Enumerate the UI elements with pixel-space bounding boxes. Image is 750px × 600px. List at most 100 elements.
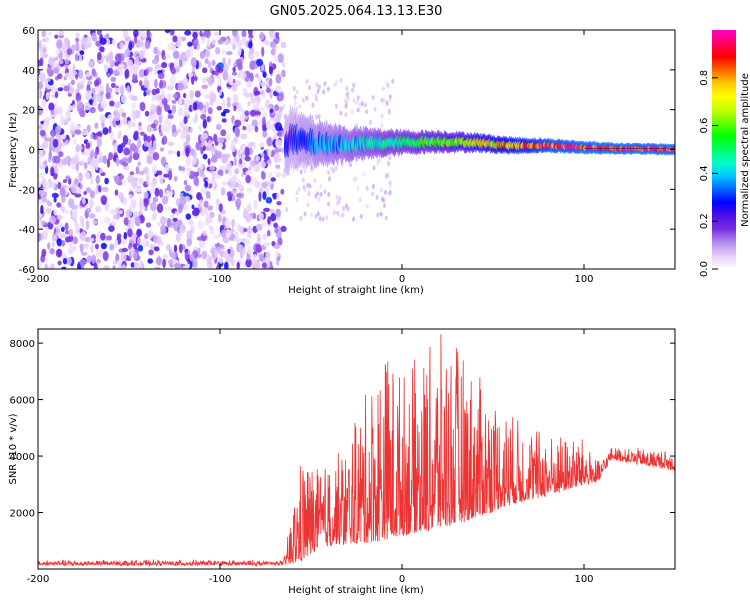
noise-blob	[85, 220, 90, 231]
noise-blob	[127, 175, 134, 184]
noise-blob	[244, 146, 250, 157]
noise-blob	[355, 99, 359, 105]
noise-blob	[275, 122, 282, 132]
noise-blob	[128, 42, 133, 51]
noise-blob	[163, 55, 166, 61]
noise-blob	[275, 85, 282, 93]
noise-blob	[238, 244, 244, 252]
noise-blob	[262, 130, 268, 138]
noise-blob	[339, 77, 343, 83]
noise-blob	[46, 85, 53, 90]
noise-blob	[199, 30, 203, 37]
noise-blob	[313, 178, 317, 184]
noise-blob	[103, 265, 110, 269]
noise-blob	[186, 237, 192, 247]
noise-blob	[84, 90, 92, 101]
noise-blob	[258, 107, 265, 112]
noise-blob	[268, 171, 273, 180]
noise-blob	[91, 254, 97, 264]
y-tick-label: 6000	[10, 396, 35, 407]
noise-blob	[89, 190, 95, 199]
noise-blob	[217, 66, 224, 74]
noise-blob	[137, 139, 142, 149]
noise-blob	[156, 170, 163, 176]
noise-blob	[109, 100, 115, 107]
noise-blob	[152, 234, 159, 244]
noise-blob	[78, 54, 83, 63]
x-tick-label: -100	[209, 274, 232, 285]
noise-blob	[274, 131, 278, 139]
noise-blob	[274, 243, 280, 250]
noise-blob	[226, 101, 231, 108]
y-tick-label: 8000	[10, 339, 35, 350]
noise-blob	[60, 194, 66, 203]
noise-blob	[172, 50, 180, 60]
noise-blob	[218, 213, 222, 223]
noise-blob	[154, 78, 158, 89]
noise-blob	[198, 123, 203, 131]
noise-blob	[54, 34, 59, 39]
noise-blob	[58, 151, 64, 158]
noise-blob	[269, 108, 274, 114]
noise-blob	[231, 82, 238, 92]
noise-blob	[234, 168, 240, 175]
noise-blob	[113, 142, 118, 153]
noise-blob	[263, 155, 270, 161]
noise-blob	[230, 140, 236, 146]
noise-blob	[180, 36, 187, 42]
noise-blob	[305, 95, 309, 101]
noise-blob	[38, 172, 45, 179]
noise-blob	[194, 90, 201, 98]
noise-blob	[371, 95, 375, 101]
noise-blob	[145, 68, 149, 76]
noise-blob	[383, 203, 386, 209]
noise-blob	[261, 182, 268, 189]
noise-blob	[79, 184, 83, 189]
noise-blob	[261, 262, 267, 269]
noise-blob	[143, 79, 150, 89]
noise-blob	[235, 58, 243, 67]
noise-blob	[76, 100, 83, 109]
noise-blob	[155, 94, 161, 101]
noise-blob	[90, 244, 94, 254]
noise-blob	[111, 38, 116, 46]
noise-blob	[109, 209, 117, 215]
noise-blob	[92, 219, 98, 225]
noise-blob	[207, 107, 213, 115]
noise-blob	[138, 68, 146, 78]
noise-blob	[380, 187, 383, 193]
noise-blob	[75, 144, 80, 153]
noise-blob	[280, 225, 287, 232]
noise-blob	[95, 131, 103, 137]
noise-blob	[196, 236, 204, 241]
noise-blob	[148, 146, 155, 155]
noise-blob	[221, 181, 229, 186]
noise-blob	[160, 230, 167, 235]
noise-blob	[190, 74, 195, 85]
noise-blob	[214, 249, 218, 258]
noise-blob	[127, 120, 132, 129]
noise-blob	[352, 98, 356, 103]
noise-blob	[268, 159, 272, 165]
noise-blob	[51, 192, 59, 198]
noise-blob	[249, 72, 254, 82]
noise-blob	[68, 104, 73, 110]
noise-blob	[239, 226, 246, 235]
noise-blob	[272, 193, 277, 200]
noise-blob	[356, 95, 360, 101]
noise-blob	[172, 217, 178, 222]
noise-blob	[158, 188, 164, 198]
noise-blob	[301, 177, 305, 183]
noise-blob	[114, 175, 121, 185]
noise-blob	[44, 159, 48, 168]
noise-blob	[111, 219, 115, 226]
noise-blob	[212, 179, 216, 189]
noise-blob	[90, 133, 94, 140]
noise-blob	[356, 186, 360, 192]
noise-blob	[215, 202, 219, 212]
noise-blob	[206, 116, 211, 123]
noise-blob	[144, 110, 150, 117]
noise-blob	[323, 81, 327, 87]
noise-blob	[361, 101, 364, 107]
